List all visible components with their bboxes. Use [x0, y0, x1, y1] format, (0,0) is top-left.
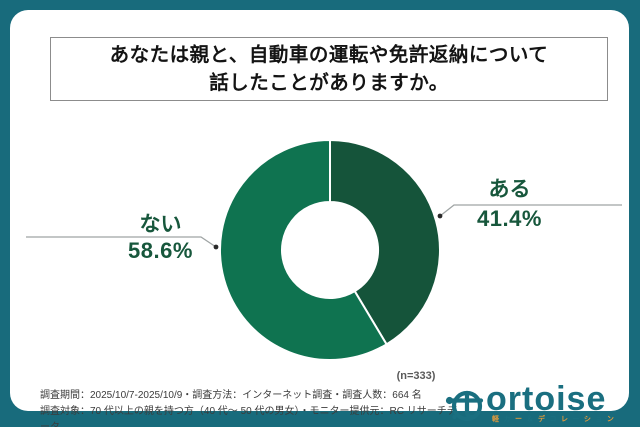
content-card: あなたは親と、自動車の運転や免許返納について 話したことがありますか。 ある 4…: [10, 10, 629, 427]
tortoise-logo: ortoise 軽カー＆デコレーション: [443, 382, 618, 427]
callout-aru-label: ある: [488, 178, 531, 201]
callout-aru-value: 41.4%: [477, 206, 542, 231]
survey-question-title: あなたは親と、自動車の運転や免許返納について 話したことがありますか。: [50, 37, 608, 101]
tortoise-icon: [445, 390, 484, 422]
title-line-2: 話したことがありますか。: [209, 72, 449, 94]
title-line-1: あなたは親と、自動車の運転や免許返納について: [109, 44, 549, 66]
donut-segment-ない: [219, 139, 388, 361]
logo-wordmark: ortoise: [486, 380, 607, 418]
callout-nai-label: ない: [139, 213, 182, 236]
methodology-line-1: 調査期間：2025/10/7-2025/10/9・調査方法：インターネット調査・…: [40, 390, 422, 401]
methodology-line-2: 調査対象：70 代以上の親を持つ方（40 代〜 50 代の男女）・モニター提供元…: [40, 406, 457, 427]
callout-nai-value: 58.6%: [128, 238, 193, 263]
logo-text-column: ortoise 軽カー＆デコレーション: [486, 382, 618, 424]
survey-methodology: 調査期間：2025/10/7-2025/10/9・調査方法：インターネット調査・…: [40, 388, 460, 427]
sample-size-note: (n=333): [396, 370, 436, 382]
donut-segment-ある: [329, 139, 441, 346]
logo-tagline: 軽カー＆デコレーション: [492, 416, 619, 423]
donut-chart: [219, 139, 441, 361]
